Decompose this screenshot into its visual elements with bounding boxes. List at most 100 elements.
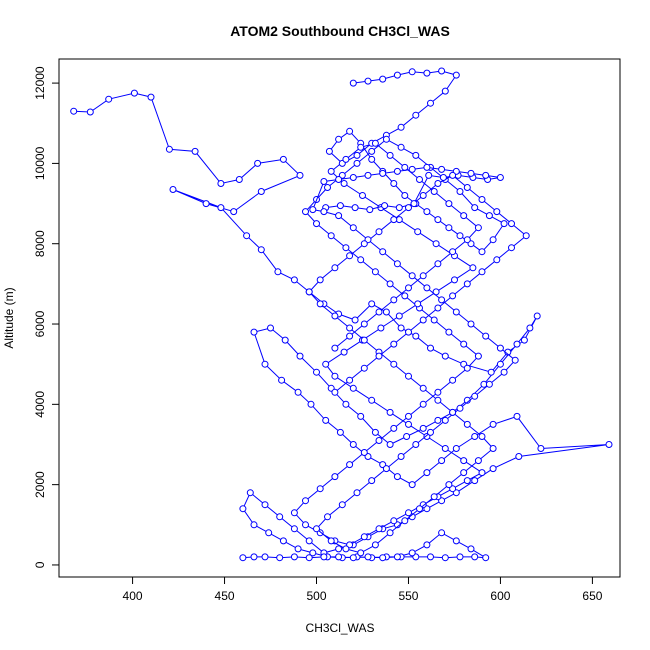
data-point xyxy=(423,541,431,549)
data-point xyxy=(438,457,446,465)
data-point xyxy=(478,433,486,440)
data-point xyxy=(257,246,265,254)
x-tick-label: 650 xyxy=(582,589,602,603)
data-point xyxy=(430,188,438,195)
data-point xyxy=(471,392,479,400)
data-point xyxy=(386,151,394,159)
data-point xyxy=(305,554,313,562)
data-point xyxy=(449,376,457,384)
data-point xyxy=(377,324,385,332)
data-point xyxy=(449,292,457,300)
data-point xyxy=(416,176,423,183)
y-tick-label: 12000 xyxy=(33,66,47,100)
data-point xyxy=(419,400,427,408)
data-point xyxy=(445,200,453,208)
data-point xyxy=(482,171,490,179)
data-point xyxy=(478,248,486,256)
data-point xyxy=(478,196,486,203)
data-point xyxy=(331,344,339,352)
data-point xyxy=(537,445,545,452)
data-point xyxy=(469,264,477,272)
data-point xyxy=(452,71,460,79)
data-point xyxy=(346,324,354,332)
data-point xyxy=(434,260,442,268)
data-point xyxy=(463,420,471,428)
chart-title: ATOM2 Southbound CH3Cl_WAS xyxy=(230,23,450,39)
data-point xyxy=(463,184,471,191)
data-point xyxy=(316,300,324,308)
data-point xyxy=(202,200,210,208)
data-point xyxy=(357,412,365,420)
data-point xyxy=(349,224,357,232)
data-point xyxy=(261,360,269,368)
data-point xyxy=(379,554,387,562)
data-point xyxy=(405,284,412,292)
data-point xyxy=(250,521,258,529)
data-point xyxy=(445,328,453,336)
data-point xyxy=(395,312,403,320)
data-point xyxy=(471,204,479,212)
data-point xyxy=(419,384,427,392)
data-point xyxy=(327,232,335,240)
data-point xyxy=(342,545,350,553)
data-point xyxy=(379,248,387,256)
data-point xyxy=(357,549,365,557)
data-point xyxy=(368,147,376,155)
y-axis: 0 2000 4000 6000 8000 10000 12000 xyxy=(33,66,60,568)
x-tick-label: 500 xyxy=(306,589,326,603)
data-point xyxy=(346,461,354,469)
data-point xyxy=(338,501,346,509)
data-point xyxy=(390,216,398,224)
y-tick-label: 0 xyxy=(33,561,47,568)
data-point xyxy=(605,441,613,448)
data-point xyxy=(467,169,475,177)
data-point xyxy=(416,505,423,513)
data-point xyxy=(441,352,449,360)
data-point xyxy=(382,135,390,143)
data-point xyxy=(371,541,379,549)
data-point xyxy=(403,433,411,440)
data-point xyxy=(336,428,344,436)
data-point xyxy=(393,473,401,481)
data-point xyxy=(408,68,416,76)
data-point xyxy=(346,127,354,135)
data-point xyxy=(474,352,482,360)
data-point xyxy=(360,336,368,344)
data-point xyxy=(254,159,262,167)
data-point xyxy=(353,159,361,167)
data-point xyxy=(434,216,442,224)
data-point xyxy=(414,228,422,236)
data-point xyxy=(371,139,379,147)
data-point xyxy=(305,537,313,545)
data-point xyxy=(379,75,387,83)
data-point xyxy=(353,151,361,159)
data-point xyxy=(349,174,357,181)
data-point xyxy=(408,481,416,489)
data-point xyxy=(130,89,138,97)
data-point xyxy=(508,244,515,252)
data-point xyxy=(105,95,113,103)
data-point xyxy=(335,176,343,183)
data-point xyxy=(322,360,330,368)
data-point xyxy=(485,380,493,388)
data-point xyxy=(533,312,541,320)
y-tick-label: 6000 xyxy=(33,310,47,337)
data-point xyxy=(471,553,479,561)
data-point xyxy=(364,553,372,561)
data-point xyxy=(375,437,383,444)
data-point xyxy=(445,224,453,232)
data-point xyxy=(379,169,387,177)
data-point xyxy=(427,553,434,561)
data-point xyxy=(169,186,177,193)
data-point xyxy=(427,428,434,436)
data-point xyxy=(449,408,457,416)
data-point xyxy=(478,268,486,276)
data-point xyxy=(427,344,434,352)
data-point xyxy=(393,71,401,79)
data-point xyxy=(261,553,269,561)
data-point xyxy=(331,312,339,320)
x-tick-label: 450 xyxy=(215,589,235,603)
data-point xyxy=(336,202,344,210)
data-point xyxy=(371,268,379,276)
data-point xyxy=(471,477,479,485)
